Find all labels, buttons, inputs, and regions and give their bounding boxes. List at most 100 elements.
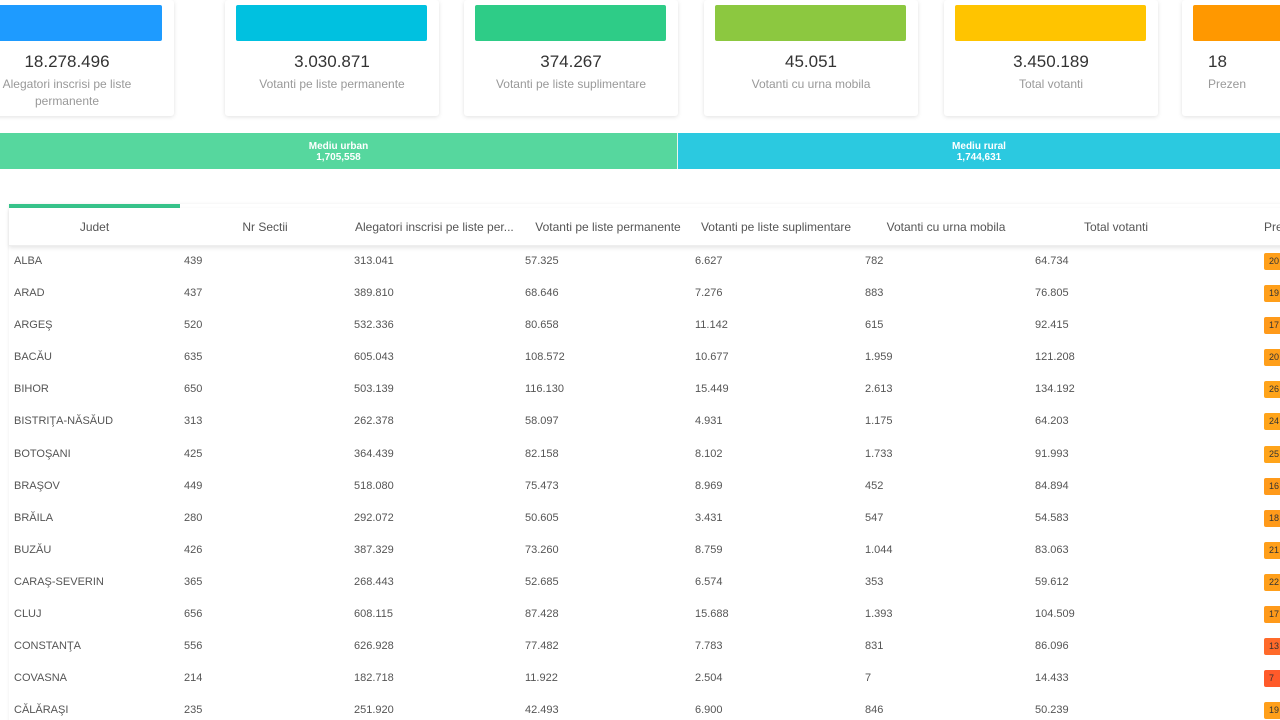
- cell-suplimentare: 11.142: [695, 319, 728, 332]
- cell-sectii: 650: [184, 383, 203, 396]
- cell-total: 14.433: [1035, 672, 1069, 685]
- table-row[interactable]: CLUJ 656 608.115 87.428 15.688 1.393 104.509 17: [9, 599, 1280, 631]
- cell-judet: CONSTANŢA: [14, 640, 82, 653]
- cell-mobila: 452: [865, 479, 884, 492]
- cell-permanente: 52.685: [525, 575, 559, 588]
- prezenta-badge: 24: [1264, 413, 1280, 431]
- cell-mobila: 883: [865, 287, 884, 300]
- cell-mobila: 547: [865, 511, 884, 524]
- cell-alegatori: 532.336: [354, 319, 394, 332]
- table-row[interactable]: COVASNA 214 182.718 11.922 2.504 7 14.433 7: [9, 663, 1280, 695]
- cell-alegatori: 503.139: [354, 383, 394, 396]
- cell-mobila: 1.175: [865, 415, 893, 428]
- cell-alegatori: 518.080: [354, 479, 394, 492]
- cell-permanente: 75.473: [525, 479, 559, 492]
- header-votanti-suplimentare[interactable]: Votanti pe liste suplimentare: [700, 220, 852, 234]
- cell-judet: CLUJ: [14, 608, 42, 621]
- stat-card-total-votanti: 3.450.189 Total votanti: [944, 0, 1158, 116]
- cell-suplimentare: 6.627: [695, 255, 723, 267]
- stat-value: 3.450.189: [1013, 52, 1089, 71]
- cell-permanente: 108.572: [525, 351, 565, 364]
- header-judet[interactable]: Judet: [79, 220, 110, 234]
- cell-judet: BRAŞOV: [14, 479, 60, 492]
- header-nr-sectii[interactable]: Nr Sectii: [242, 220, 288, 234]
- cell-permanente: 82.158: [525, 447, 559, 460]
- stat-value: 374.267: [540, 52, 602, 71]
- cell-sectii: 437: [184, 287, 203, 300]
- header-prezenta[interactable]: Pre: [1264, 220, 1280, 234]
- cell-mobila: 831: [865, 640, 884, 653]
- header-alegatori[interactable]: Alegatori inscrisi pe liste per...: [355, 220, 513, 234]
- table-row[interactable]: ARGEŞ 520 532.336 80.658 11.142 615 92.415 17: [9, 310, 1280, 342]
- cell-sectii: 235: [184, 704, 203, 717]
- cell-total: 86.096: [1035, 640, 1069, 653]
- urban-segment[interactable]: Mediu urban 1,705,558: [0, 133, 678, 169]
- cell-permanente: 116.130: [525, 383, 564, 396]
- table-row[interactable]: BIHOR 650 503.139 116.130 15.449 2.613 134.192…: [9, 374, 1280, 406]
- header-votanti-permanente[interactable]: Votanti pe liste permanente: [535, 220, 681, 234]
- cell-permanente: 58.097: [525, 415, 559, 428]
- cell-judet: BACĂU: [14, 351, 52, 364]
- cell-permanente: 77.482: [525, 640, 559, 653]
- cell-total: 83.063: [1035, 543, 1069, 556]
- cell-sectii: 425: [184, 447, 203, 460]
- cell-total: 76.805: [1035, 287, 1069, 300]
- stat-value: 45.051: [785, 52, 837, 71]
- cell-total: 84.894: [1035, 479, 1069, 492]
- cell-alegatori: 389.810: [354, 287, 394, 300]
- stat-label: Votanti pe liste permanente: [259, 77, 405, 91]
- table-row[interactable]: CĂLĂRAŞI 235 251.920 42.493 6.900 846 50.239 19: [9, 695, 1280, 720]
- cell-total: 59.612: [1035, 575, 1069, 588]
- stat-label: Votanti cu urna mobila: [751, 77, 871, 91]
- prezenta-badge: 13: [1264, 638, 1280, 656]
- cell-judet: ARGEŞ: [14, 319, 53, 332]
- cell-alegatori: 364.439: [354, 447, 394, 460]
- stat-value: 3.030.871: [294, 52, 370, 71]
- rural-segment[interactable]: Mediu rural 1,744,631: [678, 133, 1280, 169]
- cell-suplimentare: 8.759: [695, 543, 723, 556]
- cell-sectii: 313: [184, 415, 203, 428]
- environment-bar: Mediu urban 1,705,558 Mediu rural 1,744,…: [0, 133, 1280, 169]
- header-total-votanti[interactable]: Total votanti: [1083, 220, 1149, 234]
- cell-alegatori: 608.115: [354, 608, 393, 621]
- cell-judet: BRĂILA: [14, 511, 54, 524]
- table-row[interactable]: BRĂILA 280 292.072 50.605 3.431 547 54.583 18: [9, 503, 1280, 535]
- cell-total: 134.192: [1035, 383, 1075, 396]
- cell-suplimentare: 2.504: [695, 672, 723, 685]
- stat-card-header: [0, 5, 162, 41]
- cell-permanente: 50.605: [525, 511, 559, 524]
- stat-label: Alegatori inscrisi pe liste permanente: [2, 77, 132, 108]
- header-urna-mobila[interactable]: Votanti cu urna mobila: [886, 220, 1006, 234]
- table-row[interactable]: ARAD 437 389.810 68.646 7.276 883 76.805 19: [9, 278, 1280, 310]
- table-row[interactable]: CARAŞ-SEVERIN 365 268.443 52.685 6.574 353 59.…: [9, 567, 1280, 599]
- table-row[interactable]: CONSTANŢA 556 626.928 77.482 7.783 831 86.096 1…: [9, 631, 1280, 663]
- cell-total: 64.734: [1035, 255, 1069, 267]
- table-row[interactable]: ALBA 439 313.041 57.325 6.627 782 64.734 20: [9, 246, 1280, 278]
- cell-judet: CĂLĂRAŞI: [14, 704, 69, 717]
- prezenta-badge: 20: [1264, 349, 1280, 367]
- cell-mobila: 353: [865, 575, 884, 588]
- table-row[interactable]: BACĂU 635 605.043 108.572 10.677 1.959 121.208…: [9, 342, 1280, 374]
- cell-total: 50.239: [1035, 704, 1069, 717]
- rural-label: Mediu rural: [952, 141, 1006, 152]
- prezenta-badge: 16: [1264, 477, 1280, 495]
- cell-sectii: 656: [184, 608, 203, 621]
- cell-permanente: 11.922: [525, 672, 558, 685]
- cell-total: 64.203: [1035, 415, 1069, 428]
- table-row[interactable]: BUZĂU 426 387.329 73.260 8.759 1.044 83.063 21: [9, 535, 1280, 567]
- cell-mobila: 1.733: [865, 447, 893, 460]
- prezenta-badge: 17: [1264, 606, 1280, 624]
- cell-sectii: 439: [184, 255, 203, 267]
- table-row[interactable]: BISTRIŢA-NĂSĂUD 313 262.378 58.097 4.931 1.17…: [9, 406, 1280, 438]
- cell-judet: ALBA: [14, 255, 43, 267]
- table-row[interactable]: BRAŞOV 449 518.080 75.473 8.969 452 84.894 16: [9, 471, 1280, 503]
- cell-judet: BIHOR: [14, 383, 49, 396]
- cell-suplimentare: 7.783: [695, 640, 723, 653]
- cell-alegatori: 251.920: [354, 704, 394, 717]
- table-row[interactable]: BOTOŞANI 425 364.439 82.158 8.102 1.733 91.993…: [9, 439, 1280, 471]
- stat-card-urna-mobila: 45.051 Votanti cu urna mobila: [704, 0, 918, 116]
- prezenta-badge: 19: [1264, 285, 1280, 303]
- prezenta-badge: 26: [1264, 381, 1280, 399]
- prezenta-badge: 22: [1264, 573, 1280, 591]
- stat-value: 18: [1208, 52, 1227, 71]
